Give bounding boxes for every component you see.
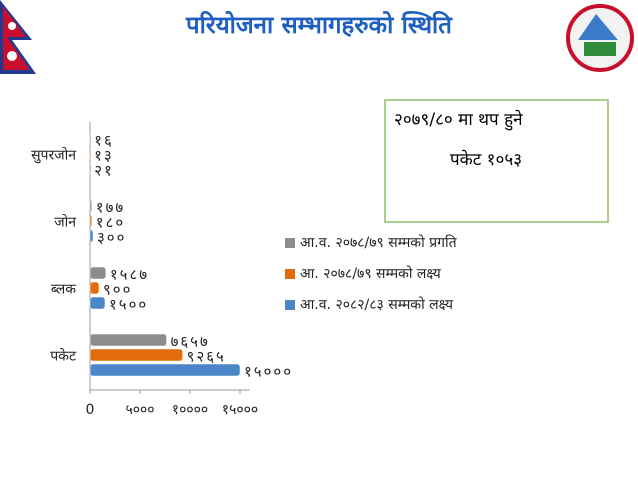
bar	[89, 162, 92, 176]
value-label: ७६५७	[171, 333, 210, 351]
bar	[89, 333, 167, 347]
bar	[89, 214, 93, 228]
value-label: १५०००	[244, 363, 293, 381]
y-tick-label: पकेट	[50, 348, 77, 365]
value-label: १५००	[109, 296, 148, 314]
value-label: १५८७	[110, 266, 149, 284]
legend-label: आ.व. २०८२/८३ सम्मको लक्ष्य	[300, 296, 454, 313]
value-label: ९००	[103, 281, 132, 299]
bar	[89, 266, 107, 280]
slide-title: परियोजना सम्भागहरुको स्थिति	[185, 11, 453, 39]
x-tick-label: ५०००	[125, 402, 154, 418]
bar	[89, 132, 92, 146]
bar	[89, 199, 93, 213]
flag	[0, 0, 36, 74]
y-tick-label: ब्लक	[51, 282, 76, 298]
bar	[89, 281, 100, 295]
bar	[89, 296, 106, 310]
value-label: १७७	[96, 199, 125, 217]
legend-label: आ. २०७८/७९ सम्मको लक्ष्य	[300, 265, 442, 282]
legend-swatch	[285, 269, 295, 279]
value-label: १६	[94, 132, 114, 150]
emblem	[566, 4, 634, 72]
y-tick-label: जोन	[54, 214, 76, 231]
value-label: १८०	[96, 214, 125, 232]
bar	[89, 363, 241, 377]
value-label: २१	[94, 162, 114, 180]
note-box	[384, 99, 609, 223]
value-label: १३	[94, 147, 114, 165]
legend-label: आ.व. २०७८/७९ सम्मको प्रगति	[300, 234, 458, 251]
legend-swatch	[285, 300, 295, 310]
value-label: ३००	[97, 229, 126, 247]
x-tick-label: 0	[86, 402, 95, 418]
value-label: ९२६५	[187, 348, 226, 366]
x-tick-label: १००००	[172, 402, 208, 418]
note-line: पकेट १०५३	[450, 149, 522, 170]
x-tick-label: १५०००	[222, 402, 258, 418]
legend-swatch	[285, 238, 295, 248]
y-tick-label: सुपरजोन	[31, 147, 76, 164]
bar	[89, 147, 92, 161]
note-line: २०७९/८० मा थप हुने	[394, 109, 523, 131]
bar	[89, 229, 94, 243]
bar	[89, 348, 183, 362]
